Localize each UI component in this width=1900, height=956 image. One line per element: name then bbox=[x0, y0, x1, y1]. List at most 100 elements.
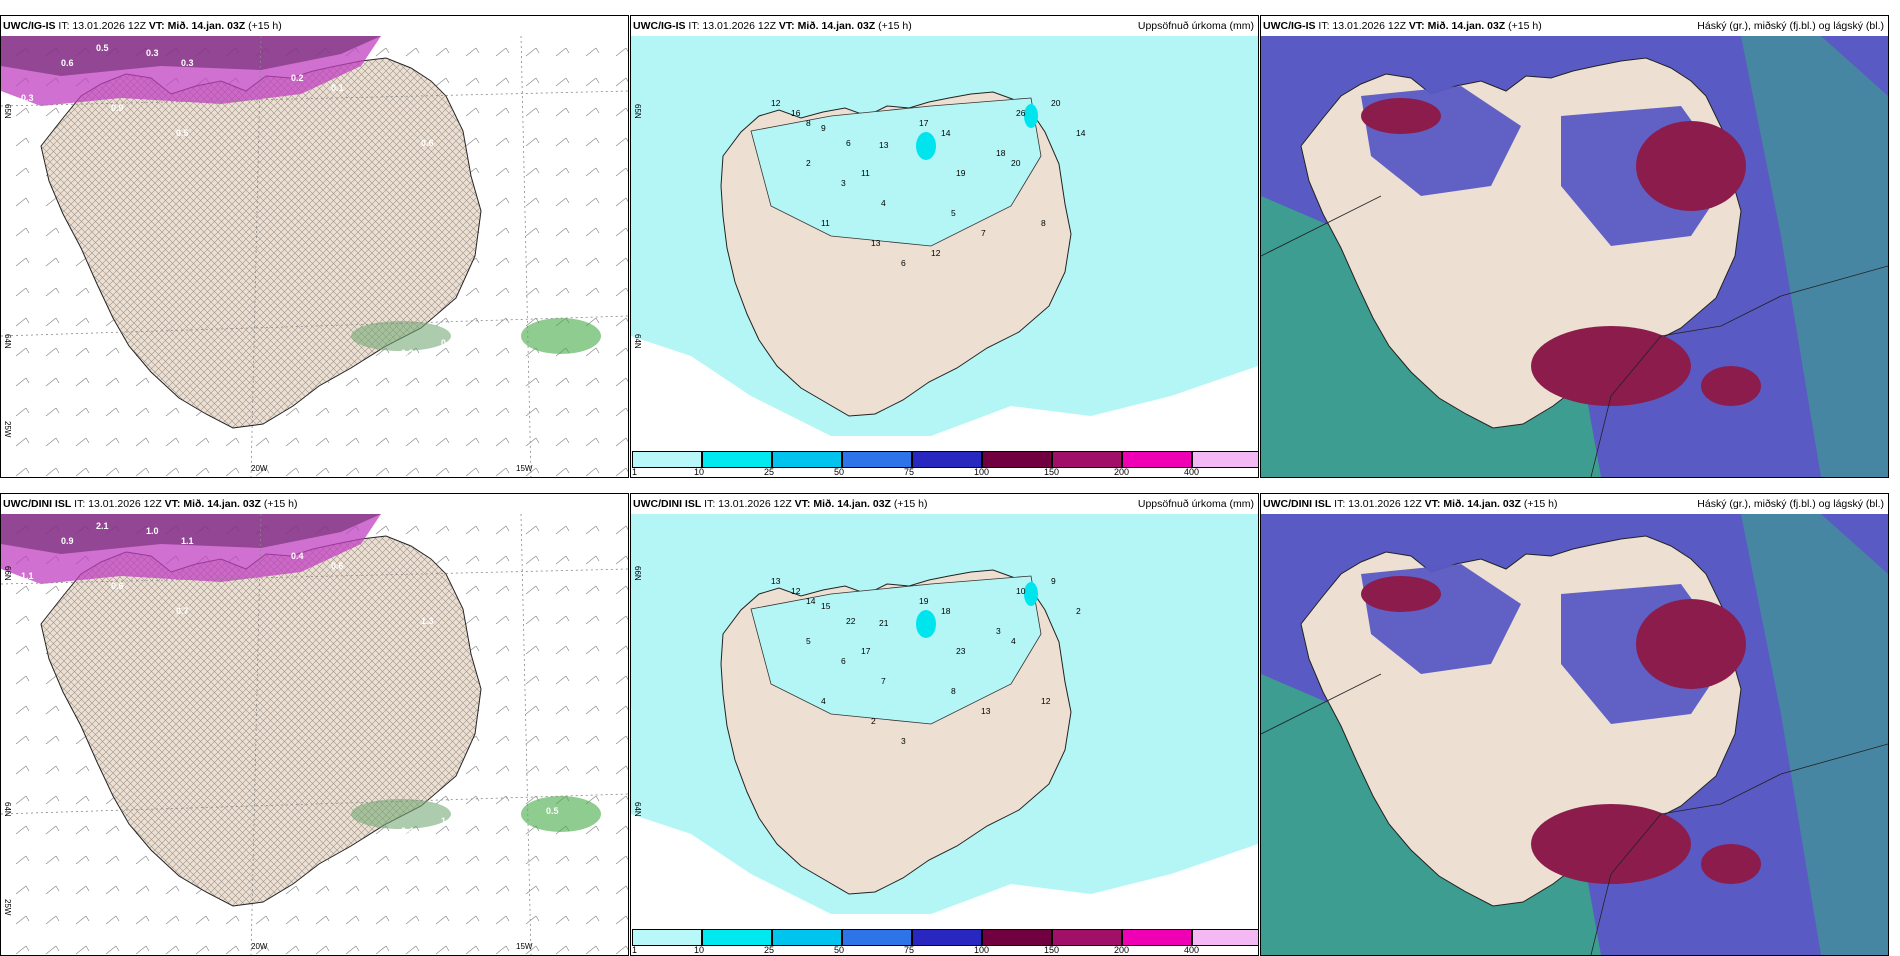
wind-barb bbox=[135, 437, 150, 447]
panel-header: UWC/IG-IS IT: 13.01.2026 12Z VT: Mið. 14… bbox=[1263, 20, 1884, 32]
wind-barb bbox=[495, 137, 510, 147]
panel-ig-is-clouds: UWC/IG-IS IT: 13.01.2026 12Z VT: Mið. 14… bbox=[1260, 15, 1889, 478]
precip-value-label: 2.1 bbox=[96, 521, 109, 531]
precip-band-core bbox=[1, 514, 381, 554]
wind-barb bbox=[435, 885, 450, 895]
precip-value-label: 1.1 bbox=[181, 536, 194, 546]
panel-ig-is-precip: UWC/IG-IS IT: 13.01.2026 12Z VT: Mið. 14… bbox=[630, 15, 1259, 478]
wind-barb bbox=[345, 885, 360, 895]
wind-barb bbox=[165, 407, 180, 417]
wind-barb bbox=[75, 287, 90, 297]
precip-value-label: 1.0 bbox=[441, 816, 454, 826]
wind-barb bbox=[585, 287, 600, 297]
wind-barb bbox=[15, 137, 30, 147]
precip-amount-label: 17 bbox=[919, 118, 929, 128]
wind-barb bbox=[375, 855, 390, 865]
wind-barb bbox=[615, 555, 628, 565]
colorbar-tick-label: 200 bbox=[1114, 467, 1130, 477]
wind-barb bbox=[435, 855, 450, 865]
wind-barb bbox=[75, 795, 90, 805]
wind-barb bbox=[615, 167, 628, 177]
wind-barb bbox=[435, 467, 450, 477]
wind-barb bbox=[45, 257, 60, 267]
wind-barb bbox=[555, 437, 570, 447]
precip-amount-label: 4 bbox=[881, 198, 886, 208]
wind-barb bbox=[465, 765, 480, 775]
wind-barb bbox=[45, 107, 60, 117]
wind-barb bbox=[585, 227, 600, 237]
wind-barb bbox=[525, 437, 540, 447]
wind-barb bbox=[405, 525, 420, 535]
wind-barb bbox=[495, 47, 510, 57]
wind-barb bbox=[495, 317, 510, 327]
precip-value-label: 1.3 bbox=[421, 616, 434, 626]
wind-barb bbox=[45, 467, 60, 477]
precip-value-label: 1.0 bbox=[146, 526, 159, 536]
wind-barb bbox=[525, 107, 540, 117]
wind-barb bbox=[15, 615, 30, 625]
wind-barb bbox=[45, 407, 60, 417]
wind-barb bbox=[525, 525, 540, 535]
colorbar-tick-label: 10 bbox=[694, 945, 705, 955]
wind-barb bbox=[45, 347, 60, 357]
wind-barb bbox=[495, 197, 510, 207]
wind-barb bbox=[285, 407, 300, 417]
lon-label: 20W bbox=[251, 942, 268, 951]
wind-barb bbox=[495, 107, 510, 117]
precip-value-label: 0.2 bbox=[291, 73, 304, 83]
wind-barb bbox=[525, 167, 540, 177]
wind-barb bbox=[495, 735, 510, 745]
wind-barb bbox=[465, 137, 480, 147]
wind-barb bbox=[555, 167, 570, 177]
graticule bbox=[250, 36, 262, 477]
wind-barb bbox=[165, 467, 180, 477]
wind-barb bbox=[495, 347, 510, 357]
wind-barb bbox=[615, 915, 628, 925]
wind-barb bbox=[615, 317, 628, 327]
wind-barb bbox=[15, 257, 30, 267]
lat-label: 64N bbox=[3, 334, 12, 349]
graticule bbox=[520, 514, 532, 955]
wind-barb bbox=[405, 467, 420, 477]
wind-barb bbox=[45, 885, 60, 895]
wind-barb bbox=[15, 885, 30, 895]
colorbar-tick-label: 200 bbox=[1114, 945, 1130, 955]
wind-barb bbox=[615, 525, 628, 535]
wind-barb bbox=[375, 915, 390, 925]
wind-barb bbox=[585, 77, 600, 87]
colorbar-tick-label: 50 bbox=[834, 945, 845, 955]
precip-value-label: 0.6 bbox=[441, 338, 454, 348]
wind-barb bbox=[135, 855, 150, 865]
precip-value-label: 0.6 bbox=[111, 581, 124, 591]
wind-barb bbox=[615, 467, 628, 477]
panel-header: UWC/IG-IS IT: 13.01.2026 12Z VT: Mið. 14… bbox=[3, 20, 282, 32]
wind-barb bbox=[15, 317, 30, 327]
wind-barb bbox=[75, 317, 90, 327]
precip-amount-label: 23 bbox=[956, 646, 966, 656]
wind-barb bbox=[585, 197, 600, 207]
wind-barb bbox=[225, 437, 240, 447]
lat-label: 64N bbox=[3, 802, 12, 817]
wind-barb bbox=[495, 885, 510, 895]
graticule bbox=[250, 514, 262, 955]
wind-barb bbox=[615, 257, 628, 267]
wind-barb bbox=[75, 377, 90, 387]
wind-barb bbox=[495, 437, 510, 447]
wind-barb bbox=[75, 347, 90, 357]
precip-amount-label: 6 bbox=[901, 258, 906, 268]
colorbar-swatch bbox=[1122, 929, 1192, 946]
wind-barb bbox=[555, 915, 570, 925]
precip-amount-label: 5 bbox=[806, 636, 811, 646]
wind-barb bbox=[585, 167, 600, 177]
wind-barb bbox=[15, 407, 30, 417]
precip-amount-label: 19 bbox=[956, 168, 966, 178]
precip-amount-label: 7 bbox=[981, 228, 986, 238]
wind-barb bbox=[465, 107, 480, 117]
wind-barb bbox=[345, 377, 360, 387]
wind-barb bbox=[525, 227, 540, 237]
colorbar-swatch bbox=[702, 929, 772, 946]
precip-amount-label: 8 bbox=[806, 118, 811, 128]
wind-barb bbox=[555, 287, 570, 297]
wind-barb bbox=[495, 467, 510, 477]
wind-barb bbox=[45, 735, 60, 745]
